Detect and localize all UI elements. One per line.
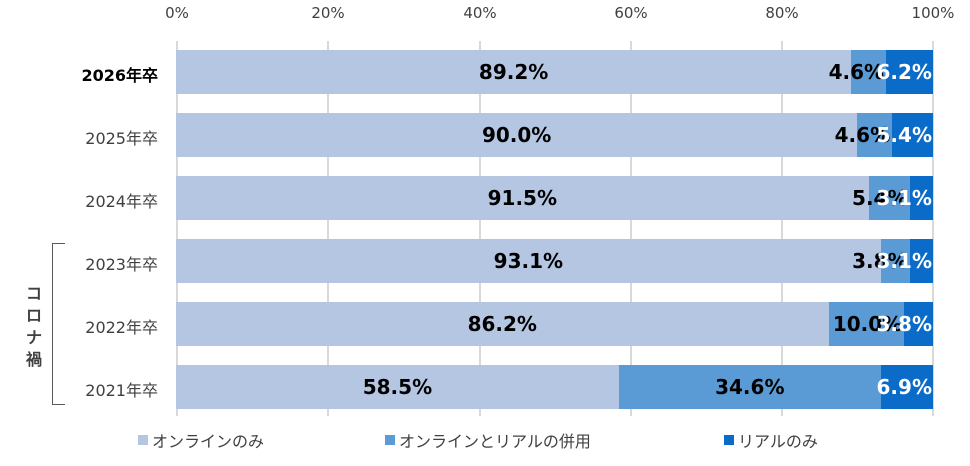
row-label-2024: 2024年卒	[85, 192, 158, 211]
legend-item-real-only: リアルのみ	[724, 428, 818, 452]
bar-2026: 89.2% 4.6% 6.2%	[176, 50, 933, 94]
legend-label: リアルのみ	[738, 432, 818, 451]
legend-label: オンラインのみ	[152, 432, 265, 451]
legend-label: オンラインとリアルの併用	[399, 432, 591, 451]
bar-2025: 90.0% 4.6% 5.4%	[176, 113, 933, 157]
legend-swatch-icon	[724, 435, 734, 445]
x-tick: 40%	[463, 4, 497, 22]
corona-label: コ ロ ナ 禍	[25, 284, 42, 369]
x-tick: 60%	[614, 4, 648, 22]
segment-real-only: 5.4%	[877, 113, 933, 157]
bar-2023: 93.1% 3.8% 3.1%	[176, 239, 933, 283]
legend-item-hybrid: オンラインとリアルの併用	[385, 428, 591, 452]
gridline	[327, 41, 329, 416]
segment-online-only: 93.1%	[176, 239, 881, 283]
row-label-2025: 2025年卒	[85, 129, 158, 148]
segment-hybrid: 4.6%	[835, 113, 893, 157]
bar-2022: 86.2% 10.0% 3.8%	[176, 302, 933, 346]
segment-online-only: 89.2%	[176, 50, 852, 94]
x-tick: 80%	[765, 4, 799, 22]
segment-real-only: 3.1%	[877, 239, 933, 283]
bar-2024: 91.5% 5.4% 3.1%	[176, 176, 933, 220]
row-label-2021: 2021年卒	[85, 381, 158, 400]
bar-2021: 58.5% 34.6% 6.9%	[176, 365, 933, 409]
legend-swatch-icon	[385, 435, 395, 445]
segment-hybrid: 34.6%	[618, 365, 881, 409]
gridline	[781, 41, 783, 416]
gridline	[479, 41, 481, 416]
gridline	[932, 41, 934, 416]
segment-hybrid: 4.6%	[829, 50, 887, 94]
row-label-2022: 2022年卒	[85, 318, 158, 337]
row-label-2026: 2026年卒	[81, 66, 158, 85]
x-tick: 100%	[911, 4, 955, 22]
segment-real-only: 6.9%	[877, 365, 933, 409]
corona-bracket	[52, 243, 65, 405]
gridline	[630, 41, 632, 416]
segment-real-only: 3.1%	[877, 176, 933, 220]
segment-real-only: 6.2%	[877, 50, 933, 94]
row-label-2023: 2023年卒	[85, 255, 158, 274]
segment-online-only: 91.5%	[176, 176, 869, 220]
segment-hybrid: 3.8%	[852, 239, 910, 283]
gridline	[176, 41, 178, 416]
legend-swatch-icon	[138, 435, 148, 445]
x-tick: 20%	[311, 4, 345, 22]
segment-real-only: 3.8%	[877, 302, 933, 346]
segment-hybrid: 5.4%	[852, 176, 910, 220]
segment-online-only: 90.0%	[176, 113, 858, 157]
segment-online-only: 58.5%	[176, 365, 619, 409]
legend-item-online-only: オンラインのみ	[138, 428, 264, 452]
segment-online-only: 86.2%	[176, 302, 829, 346]
x-tick: 0%	[165, 4, 189, 22]
segment-hybrid: 10.0%	[828, 302, 905, 346]
